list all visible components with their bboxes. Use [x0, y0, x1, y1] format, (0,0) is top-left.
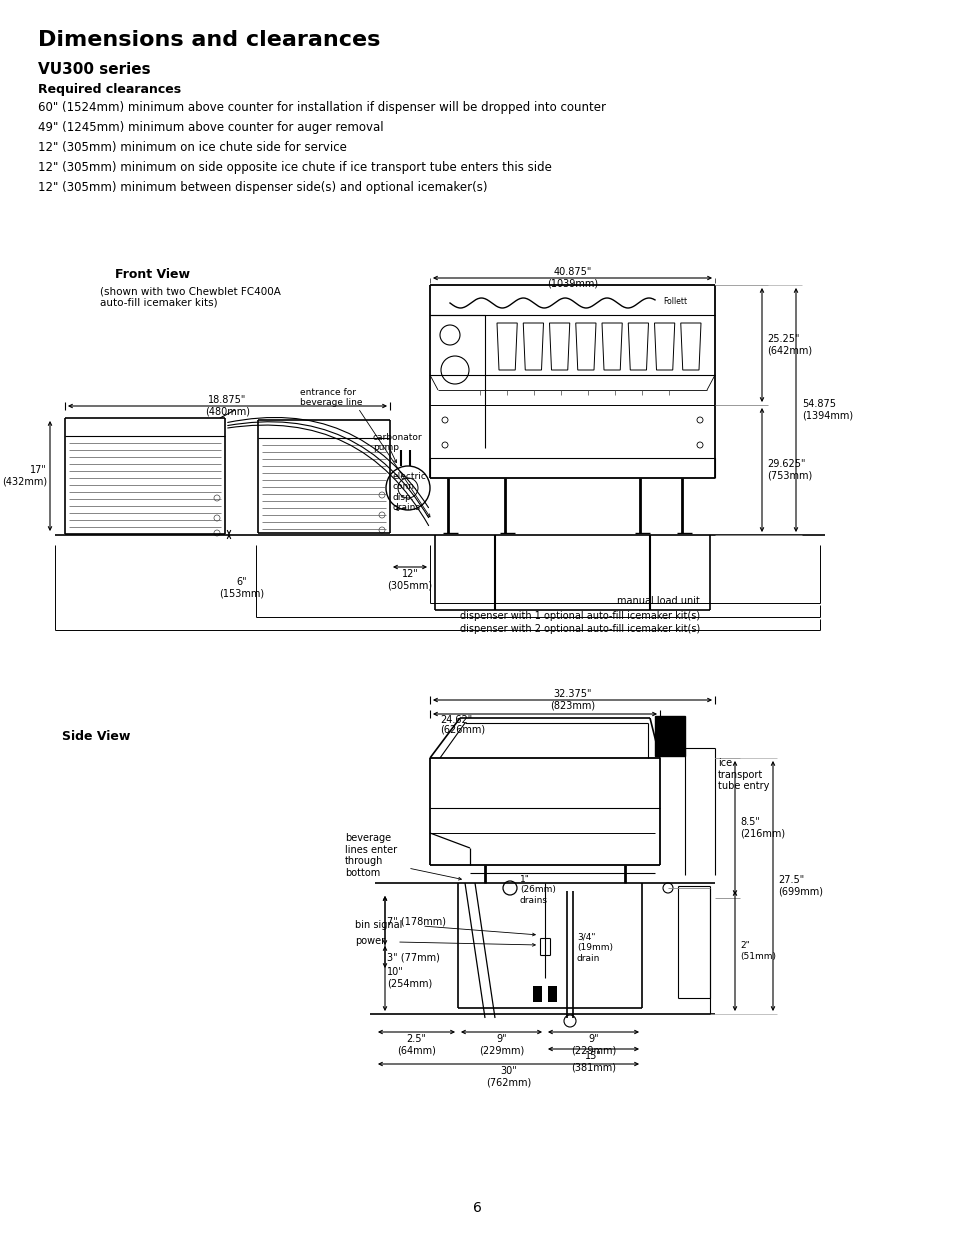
Text: 2.5"
(64mm): 2.5" (64mm) [396, 1034, 436, 1056]
Text: bin signal: bin signal [355, 920, 402, 930]
Text: Follett: Follett [662, 296, 686, 306]
Text: 49" (1245mm) minimum above counter for auger removal: 49" (1245mm) minimum above counter for a… [38, 121, 383, 135]
Text: 17"
(432mm): 17" (432mm) [2, 466, 47, 487]
Text: electric
conn.
disp.
drains: electric conn. disp. drains [393, 472, 426, 513]
Text: 6"
(153mm): 6" (153mm) [218, 577, 264, 599]
Text: 12"
(305mm): 12" (305mm) [387, 569, 432, 590]
Text: Front View: Front View [115, 268, 190, 282]
Text: 7" (178mm): 7" (178mm) [387, 916, 446, 926]
Text: Side View: Side View [62, 730, 131, 743]
Bar [547, 986, 557, 1002]
Text: 32.375": 32.375" [553, 689, 591, 699]
Text: 12" (305mm) minimum on side opposite ice chute if ice transport tube enters this: 12" (305mm) minimum on side opposite ice… [38, 161, 551, 174]
Bar [533, 986, 541, 1002]
Text: 6: 6 [472, 1200, 481, 1215]
Text: carbonator
pump: carbonator pump [373, 433, 422, 452]
Text: manual load unit: manual load unit [617, 597, 700, 606]
Text: 9"
(229mm): 9" (229mm) [570, 1034, 616, 1056]
Text: 3" (77mm): 3" (77mm) [387, 952, 439, 962]
Text: Dimensions and clearances: Dimensions and clearances [38, 30, 380, 49]
Text: 24.62": 24.62" [439, 715, 472, 725]
Text: VU300 series: VU300 series [38, 62, 151, 77]
Text: (1039mm): (1039mm) [546, 279, 598, 289]
Text: 12" (305mm) minimum between dispenser side(s) and optional icemaker(s): 12" (305mm) minimum between dispenser si… [38, 182, 487, 194]
Text: 25.25"
(642mm): 25.25" (642mm) [766, 335, 811, 356]
Text: 12" (305mm) minimum on ice chute side for service: 12" (305mm) minimum on ice chute side fo… [38, 141, 347, 154]
Text: 60" (1524mm) minimum above counter for installation if dispenser will be dropped: 60" (1524mm) minimum above counter for i… [38, 101, 605, 114]
Text: 18.875": 18.875" [208, 395, 247, 405]
Text: (shown with two Chewblet FC400A
auto-fill icemaker kits): (shown with two Chewblet FC400A auto-fil… [100, 287, 280, 308]
Text: 27.5"
(699mm): 27.5" (699mm) [778, 876, 822, 897]
Text: dispenser with 2 optional auto-fill icemaker kit(s): dispenser with 2 optional auto-fill icem… [459, 624, 700, 634]
Text: 3/4"
(19mm)
drain: 3/4" (19mm) drain [577, 932, 613, 963]
Text: 2"
(51mm): 2" (51mm) [740, 941, 775, 961]
Text: power: power [355, 936, 385, 946]
Text: 30"
(762mm): 30" (762mm) [485, 1066, 531, 1088]
Text: 54.875
(1394mm): 54.875 (1394mm) [801, 399, 852, 421]
Text: 9"
(229mm): 9" (229mm) [478, 1034, 523, 1056]
Text: 15"
(381mm): 15" (381mm) [571, 1051, 616, 1073]
Text: (626mm): (626mm) [439, 725, 485, 735]
Text: 8.5"
(216mm): 8.5" (216mm) [740, 818, 784, 839]
Text: dispenser with 1 optional auto-fill icemaker kit(s): dispenser with 1 optional auto-fill icem… [459, 611, 700, 621]
Text: (480mm): (480mm) [205, 408, 250, 417]
Text: 10"
(254mm): 10" (254mm) [387, 967, 432, 989]
Text: 40.875": 40.875" [553, 267, 591, 277]
Bar [655, 716, 684, 756]
Text: beverage
lines enter
through
bottom: beverage lines enter through bottom [345, 832, 396, 878]
Text: 29.625"
(753mm): 29.625" (753mm) [766, 459, 811, 480]
Text: Required clearances: Required clearances [38, 83, 181, 96]
Text: entrance for
beverage line: entrance for beverage line [299, 388, 362, 408]
Text: 1"
(26mm)
drains: 1" (26mm) drains [519, 876, 556, 905]
Text: ice
transport
tube entry: ice transport tube entry [718, 758, 768, 792]
Text: (823mm): (823mm) [549, 701, 595, 711]
